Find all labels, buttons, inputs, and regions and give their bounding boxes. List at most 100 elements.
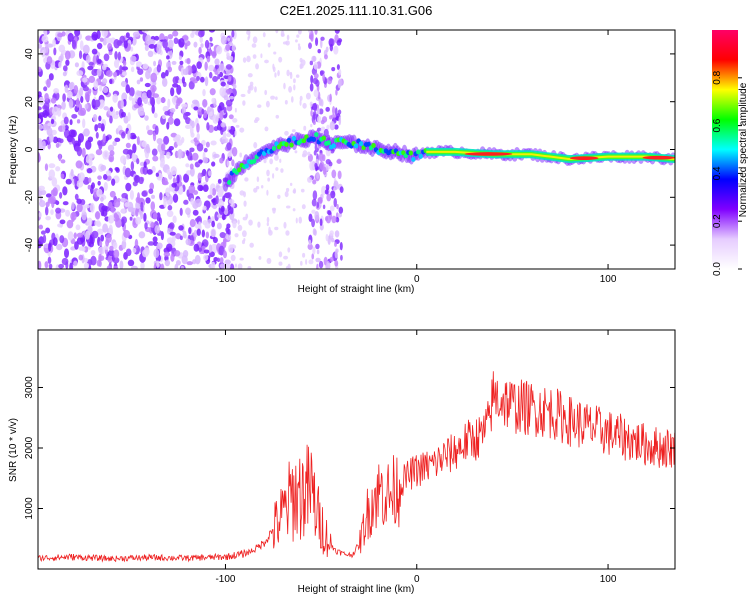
noise-blob bbox=[274, 226, 279, 231]
trace-hotspot bbox=[464, 152, 513, 156]
noise-blob bbox=[154, 225, 161, 234]
noise-blob bbox=[50, 118, 55, 125]
noise-blob bbox=[225, 233, 229, 240]
noise-blob bbox=[275, 114, 280, 119]
noise-blob bbox=[196, 228, 201, 236]
noise-blob bbox=[136, 136, 140, 146]
noise-blob bbox=[264, 126, 269, 132]
noise-blob bbox=[287, 247, 291, 253]
noise-blob bbox=[338, 116, 342, 126]
noise-blob bbox=[109, 190, 116, 198]
noise-blob bbox=[227, 75, 232, 82]
noise-blob bbox=[48, 169, 56, 180]
noise-blob bbox=[324, 189, 329, 195]
noise-blob bbox=[111, 178, 116, 186]
noise-blob bbox=[252, 54, 257, 59]
noise-blob bbox=[266, 257, 272, 264]
noise-blob bbox=[176, 84, 182, 95]
noise-blob bbox=[120, 80, 127, 88]
noise-blob bbox=[149, 182, 155, 191]
noise-blob bbox=[152, 236, 158, 243]
noise-blob bbox=[266, 222, 269, 227]
noise-blob bbox=[251, 43, 257, 48]
noise-blob bbox=[56, 243, 63, 251]
noise-blob bbox=[124, 202, 130, 208]
noise-blob bbox=[112, 256, 120, 264]
noise-blob bbox=[267, 42, 271, 48]
noise-blob bbox=[211, 161, 216, 167]
spectrogram-panel: -100 0 100 -40 -20 0 20 40 Height of straight l… bbox=[8, 29, 676, 295]
noise-blob bbox=[325, 158, 331, 165]
noise-blob bbox=[52, 187, 58, 197]
colorbar-tick-label: 0.4 bbox=[712, 166, 723, 180]
noise-blob bbox=[108, 51, 113, 56]
noise-blob bbox=[55, 142, 60, 148]
x-tick-label: 0 bbox=[414, 574, 420, 585]
noise-blob bbox=[65, 59, 70, 66]
noise-blob bbox=[124, 167, 132, 178]
noise-blob bbox=[327, 210, 332, 216]
noise-blob bbox=[165, 69, 169, 77]
spectrogram-marks bbox=[38, 30, 675, 269]
trace-core bbox=[286, 137, 292, 143]
noise-blob bbox=[247, 89, 251, 94]
noise-blob bbox=[117, 51, 121, 61]
noise-blob bbox=[87, 65, 94, 71]
colorbar-bar bbox=[712, 30, 738, 269]
noise-blob bbox=[145, 143, 150, 154]
noise-blob bbox=[303, 125, 307, 131]
noise-blob bbox=[115, 167, 120, 173]
noise-blob bbox=[224, 259, 231, 265]
noise-blob bbox=[237, 224, 243, 232]
noise-blob bbox=[38, 66, 42, 73]
noise-blob bbox=[228, 114, 234, 120]
noise-blob bbox=[68, 82, 74, 90]
noise-blob bbox=[144, 44, 149, 51]
noise-blob bbox=[122, 71, 128, 77]
noise-blob bbox=[325, 261, 331, 269]
noise-blob bbox=[66, 219, 74, 229]
noise-blob bbox=[285, 40, 290, 46]
noise-blob bbox=[147, 50, 154, 58]
noise-blob bbox=[333, 197, 337, 208]
noise-blob bbox=[339, 242, 343, 251]
noise-blob bbox=[213, 153, 220, 158]
noise-blob bbox=[196, 123, 200, 133]
noise-blob bbox=[191, 152, 199, 161]
noise-blob bbox=[161, 77, 168, 88]
noise-blob bbox=[145, 70, 151, 80]
noise-blob bbox=[315, 257, 321, 263]
noise-blob bbox=[191, 120, 195, 129]
noise-blob bbox=[164, 259, 171, 267]
noise-blob bbox=[322, 204, 326, 210]
noise-blob bbox=[77, 109, 85, 116]
noise-blob bbox=[319, 70, 325, 75]
noise-blob bbox=[202, 205, 207, 211]
noise-blob bbox=[271, 207, 277, 211]
noise-blob bbox=[159, 192, 163, 201]
noise-blob bbox=[288, 86, 293, 93]
noise-blob bbox=[84, 204, 90, 209]
noise-blob bbox=[225, 88, 233, 95]
noise-blob bbox=[71, 113, 78, 119]
noise-blob bbox=[210, 261, 216, 269]
noise-blob bbox=[302, 252, 306, 258]
noise-blob bbox=[151, 194, 155, 199]
noise-blob bbox=[93, 80, 99, 90]
noise-blob bbox=[67, 32, 74, 43]
noise-blob bbox=[331, 169, 337, 179]
noise-blob bbox=[253, 187, 258, 193]
noise-blob bbox=[81, 210, 87, 221]
trace-core bbox=[301, 138, 307, 144]
spectrogram-ylabel: Frequency (Hz) bbox=[8, 116, 19, 185]
noise-blob bbox=[311, 209, 316, 214]
noise-blob bbox=[171, 60, 177, 65]
noise-blob bbox=[119, 64, 123, 75]
noise-blob bbox=[226, 80, 234, 86]
noise-blob bbox=[325, 233, 329, 242]
noise-blob bbox=[248, 219, 253, 226]
noise-blob bbox=[46, 127, 53, 137]
noise-blob bbox=[160, 157, 166, 167]
trace-core bbox=[311, 137, 317, 143]
noise-blob bbox=[227, 126, 231, 130]
